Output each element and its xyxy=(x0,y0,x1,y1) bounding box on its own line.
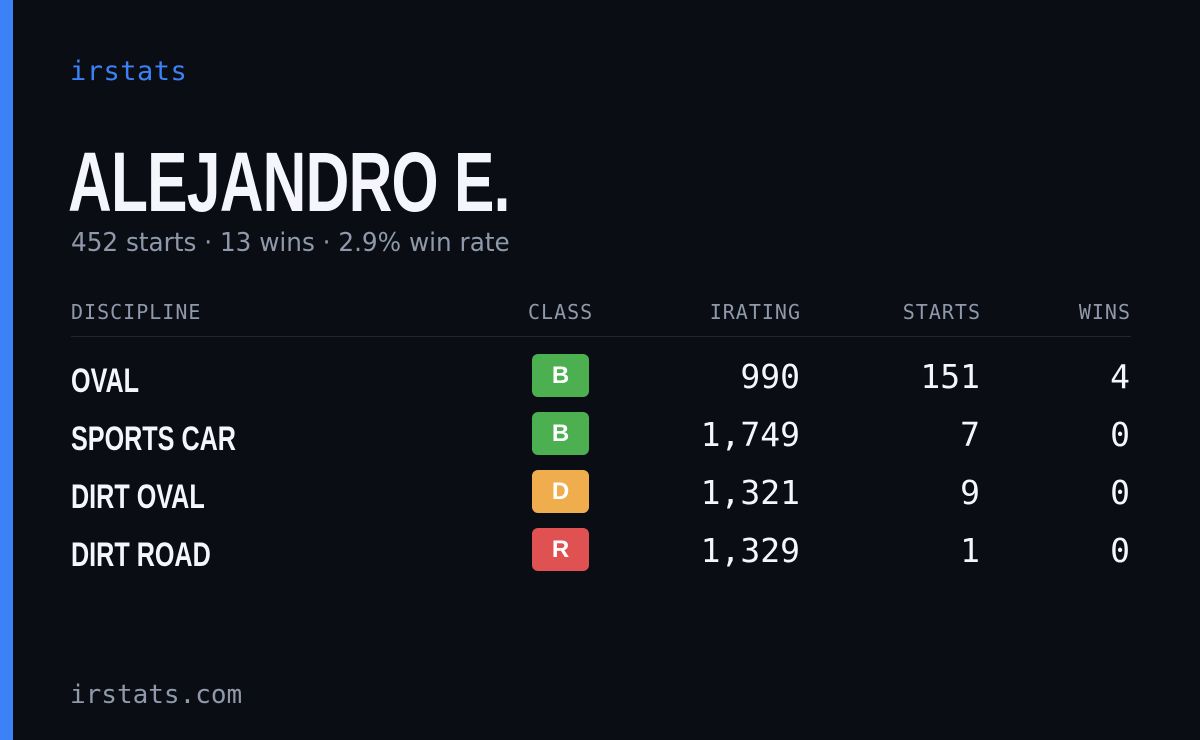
driver-summary: 452 starts · 13 wins · 2.9% win rate xyxy=(71,228,510,258)
irating-value: 1,329 xyxy=(700,531,800,570)
irating-value: 1,749 xyxy=(700,415,800,454)
footer-domain: irstats.com xyxy=(70,680,243,710)
wins-value: 0 xyxy=(1110,473,1130,512)
column-header-class: CLASS xyxy=(528,300,594,324)
starts-value: 9 xyxy=(960,473,980,512)
class-badge: D xyxy=(532,470,589,513)
driver-name: ALEJANDRO E. xyxy=(68,135,510,229)
discipline-label: DIRT OVAL xyxy=(71,478,205,516)
column-header-irating: IRATING xyxy=(709,300,801,324)
column-header-starts: STARTS xyxy=(902,300,981,324)
table-row: SPORTS CAR B 1,749 7 0 xyxy=(71,412,1131,470)
class-badge: B xyxy=(532,412,589,455)
starts-value: 151 xyxy=(920,357,980,396)
stats-table: DISCIPLINE CLASS IRATING STARTS WINS OVA… xyxy=(71,300,1131,574)
starts-value: 7 xyxy=(960,415,980,454)
discipline-label: OVAL xyxy=(71,362,140,400)
table-row: OVAL B 990 151 4 xyxy=(71,354,1131,412)
starts-value: 1 xyxy=(960,531,980,570)
wins-value: 0 xyxy=(1110,531,1130,570)
brand-logo: irstats xyxy=(70,56,188,87)
irating-value: 1,321 xyxy=(700,473,800,512)
table-header: DISCIPLINE CLASS IRATING STARTS WINS xyxy=(71,300,1131,337)
class-badge: R xyxy=(532,528,589,571)
column-header-discipline: DISCIPLINE xyxy=(71,300,202,324)
discipline-label: SPORTS CAR xyxy=(71,420,236,458)
table-body: OVAL B 990 151 4 SPORTS CAR B 1,749 7 0 … xyxy=(71,354,1131,586)
irating-value: 990 xyxy=(740,357,800,396)
wins-value: 4 xyxy=(1110,357,1130,396)
class-badge: B xyxy=(532,354,589,397)
column-header-wins: WINS xyxy=(1078,300,1131,324)
discipline-label: DIRT ROAD xyxy=(71,536,211,574)
accent-bar xyxy=(0,0,13,740)
table-row: DIRT ROAD R 1,329 1 0 xyxy=(71,528,1131,586)
wins-value: 0 xyxy=(1110,415,1130,454)
table-row: DIRT OVAL D 1,321 9 0 xyxy=(71,470,1131,528)
